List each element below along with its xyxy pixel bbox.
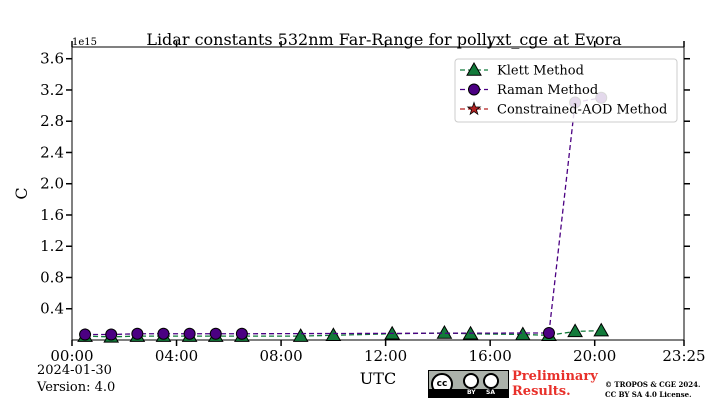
cc-by-sa-icon: cc BY SA [428, 370, 509, 398]
data-point-circle-6 [235, 327, 248, 340]
copyright-note: © TROPOS & CGE 2024. CC BY SA 4.0 Licens… [605, 380, 700, 400]
preliminary-results-note: Preliminary Results. [512, 369, 598, 399]
plot-area-frame [71, 46, 685, 341]
sa-icon [483, 373, 499, 389]
data-point-triangle-14 [567, 323, 583, 338]
data-point-triangle-7 [292, 328, 309, 342]
y-tick-label: 0.4 [40, 300, 64, 318]
by-icon [463, 373, 479, 389]
legend-label: Constrained-AOD Method [497, 103, 667, 118]
preliminary-line1: Preliminary [512, 369, 598, 384]
legend-marker-circle [468, 83, 480, 96]
y-tick-label: 2.0 [40, 175, 64, 193]
legend-marker-triangle [466, 61, 482, 76]
y-axis-multiplier: 1e15 [72, 37, 97, 48]
y-tick-label: 3.6 [40, 50, 64, 68]
y-tick-label: 0.8 [40, 268, 64, 286]
data-point-triangle-8 [325, 327, 342, 342]
y-tick-label: 2.8 [40, 112, 64, 130]
data-point-circle-4 [183, 327, 196, 340]
data-point-circle-1 [105, 328, 118, 341]
y-tick-label: 3.2 [40, 81, 64, 99]
copyright-line2: CC BY SA 4.0 License. [605, 390, 692, 399]
version-label: Version: 4.0 [37, 380, 116, 395]
sa-label: SA [486, 389, 495, 396]
x-tick-label: 23:25 [662, 347, 705, 365]
data-point-triangle-15 [593, 322, 610, 337]
legend-label: Raman Method [497, 83, 598, 98]
y-tick-label: 1.6 [40, 206, 64, 224]
chart-legend: Klett Method Raman Method Constrained-AOD … [454, 58, 678, 123]
data-point-circle-7 [542, 326, 555, 339]
x-tick-label: 16:00 [469, 347, 512, 365]
copyright-line1: © TROPOS & CGE 2024. [605, 380, 701, 389]
y-axis-label: C [12, 187, 31, 199]
x-tick-label: 20:00 [573, 347, 616, 365]
x-tick-label: 04:00 [155, 347, 198, 365]
y-tick-label: 1.2 [40, 237, 64, 255]
x-tick-label: 12:00 [364, 347, 407, 365]
chart-title: Lidar constants 532nm Far-Range for poll… [146, 30, 622, 49]
preliminary-line2: Results. [512, 384, 571, 399]
x-tick-label: 00:00 [50, 347, 93, 365]
legend-box [454, 58, 678, 123]
by-label: BY [467, 389, 476, 396]
data-point-circle-2 [131, 327, 144, 340]
date-label: 2024-01-30 [37, 363, 112, 378]
y-tick-label: 2.4 [40, 143, 64, 161]
legend-marker-star [466, 101, 482, 116]
data-point-circle-0 [79, 328, 92, 341]
series-line-0 [85, 329, 602, 338]
data-point-triangle-10 [436, 324, 453, 339]
x-axis-label: UTC [360, 369, 396, 388]
series-line-1 [85, 97, 602, 336]
data-point-circle-5 [209, 327, 222, 340]
x-tick-label: 08:00 [259, 347, 302, 365]
data-point-circle-3 [157, 327, 170, 340]
license-band [429, 389, 508, 397]
legend-label: Klett Method [497, 64, 584, 79]
